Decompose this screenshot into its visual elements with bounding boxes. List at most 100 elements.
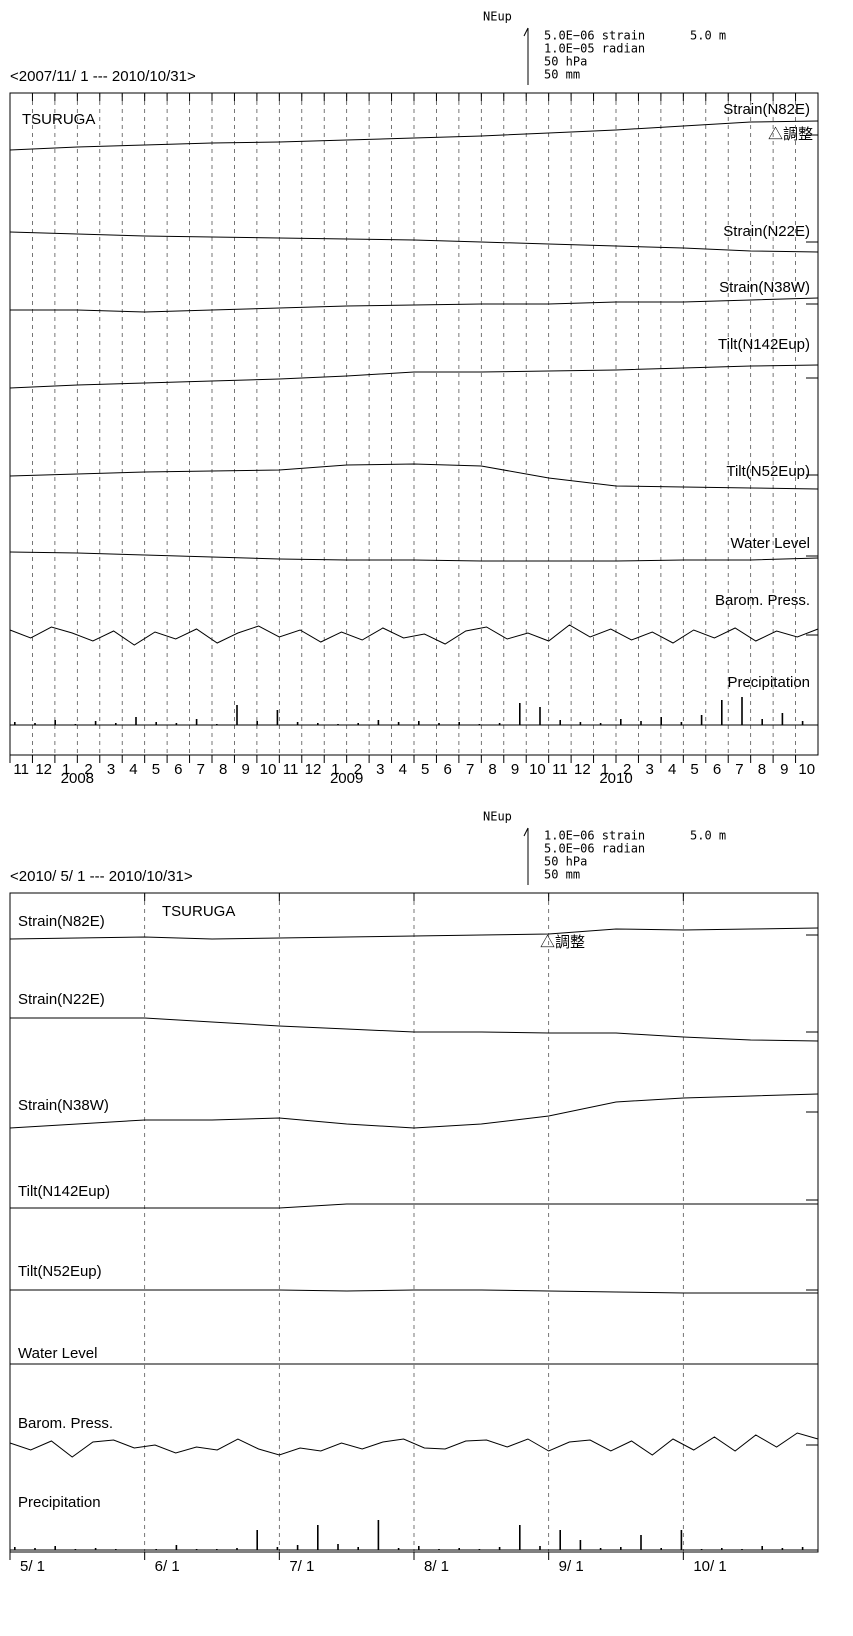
precip-bar [721,700,723,725]
x-tick-label: 4 [668,761,676,778]
series-label: Strain(N22E) [723,223,810,240]
precip-bar [216,724,218,725]
scale-length: 5.0 m [690,829,726,843]
precip-bar [660,1548,662,1550]
precip-bar [559,720,561,725]
x-tick-label: 8 [219,761,227,778]
year-label: 2009 [330,770,363,787]
series-label: Strain(N82E) [723,101,810,118]
precip-bar [620,1547,622,1550]
date-range: <2007/11/ 1 --- 2010/10/31> [10,68,196,85]
series-label: Strain(N82E) [18,913,105,930]
year-label: 2010 [599,770,632,787]
precip-bar [539,707,541,725]
precip-bar [377,720,380,725]
precip-bar [418,1546,420,1550]
precip-bar [397,722,400,725]
precip-bar [236,1548,238,1550]
scale-line: 50 hPa [544,855,587,869]
precip-bar [620,719,622,725]
x-tick-label: 10 [529,761,546,778]
scale-line: 50 hPa [544,55,587,69]
precip-bar [721,1548,723,1550]
precip-bar [256,1530,258,1550]
precip-bar [337,1544,339,1550]
x-tick-label: 8 [758,761,766,778]
precip-bar [640,1535,642,1550]
trace-line [9,120,819,151]
precip-bar [559,1530,561,1550]
trace-line [10,1289,818,1294]
x-tick-label: 5 [421,761,429,778]
year-label: 2008 [61,770,94,787]
precip-bar [519,703,521,725]
x-tick-label: 2 [354,761,362,778]
series-label: Tilt(N52Eup) [726,463,810,480]
precip-bar [700,715,703,725]
precip-bar [276,710,279,725]
precip-bar [296,1545,299,1550]
precip-bar [700,1549,703,1550]
scale-length: 5.0 m [690,29,726,43]
precip-bar [195,719,198,725]
series-label: Barom. Press. [715,592,810,609]
trace-line [9,364,819,389]
precip-bar [781,713,784,725]
precip-bar [478,1549,481,1550]
precip-bar [660,717,662,725]
scale-arrow [523,827,529,885]
x-tick-label: 3 [376,761,384,778]
precip-bar [54,720,56,725]
precip-bar [680,1530,683,1550]
x-tick-label: 2 [623,761,631,778]
precip-bar [34,1548,36,1550]
precip-bar [236,705,238,725]
precip-bar [781,1548,784,1550]
precip-bar [458,1548,460,1550]
precip-bar [761,1546,763,1550]
series-label: Strain(N22E) [18,991,105,1008]
precip-bar [135,717,137,725]
series-label: Water Level [18,1345,97,1362]
x-tick-label: 5 [152,761,160,778]
precip-bar [498,1547,501,1550]
trace-line [9,463,819,490]
precip-bar [14,722,16,725]
x-tick-label: 10 [260,761,277,778]
precip-bar [741,697,743,725]
x-tick-label: 5/ 1 [20,1558,45,1575]
series-label: Strain(N38W) [719,279,810,296]
series-label: Water Level [731,535,810,552]
precip-bar [94,721,97,725]
trace-line [10,1203,818,1209]
x-tick-label: 1 [331,761,339,778]
x-tick-label: 9 [780,761,788,778]
scale-direction: NEup [483,10,512,24]
precip-bar [74,1549,77,1550]
annotation: △調整 [540,934,585,951]
scale-line: 5.0E−06 radian [544,842,645,856]
x-tick-label: 11 [13,761,29,778]
precip-bar [155,722,157,725]
precip-bar [216,1549,218,1550]
precip-bar [276,1547,279,1550]
x-tick-label: 12 [35,761,52,778]
x-tick-label: 9 [241,761,249,778]
x-tick-label: 6 [443,761,451,778]
precip-bar [539,1546,541,1550]
precip-bar [741,1549,743,1550]
precip-bar [458,722,460,725]
x-tick-label: 8/ 1 [424,1558,449,1575]
precip-bar [34,723,36,725]
x-tick-label: 3 [107,761,115,778]
precip-bar [94,1548,97,1550]
station-title: TSURUGA [162,903,235,920]
x-tick-label: 3 [645,761,653,778]
x-tick-label: 6 [713,761,721,778]
x-tick-label: 8 [488,761,496,778]
scale-line: 50 mm [544,868,580,882]
precip-bar [115,723,117,725]
trace-line [10,1017,819,1042]
scale-line: 1.0E−06 strain [544,829,645,843]
